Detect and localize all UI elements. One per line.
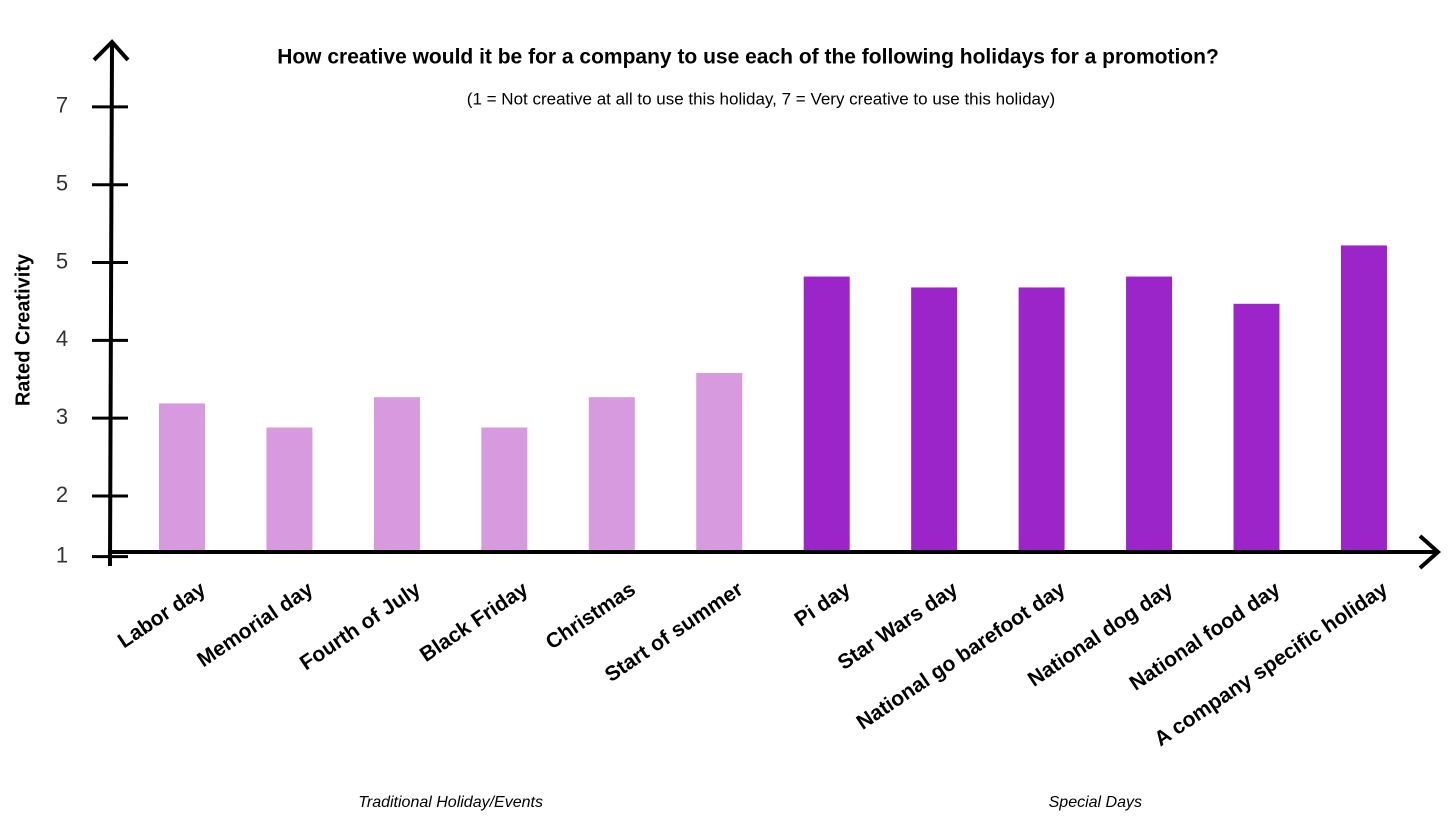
bar	[1018, 287, 1065, 550]
legend-label: Traditional Holiday/Events	[358, 794, 543, 811]
chart-subtitle: (1 = Not creative at all to use this hol…	[467, 89, 1055, 108]
y-tick-label: 1	[56, 542, 68, 567]
x-tick-label: National go barefoot day	[853, 577, 1070, 734]
y-tick-label: 3	[56, 404, 68, 429]
bar	[266, 427, 313, 550]
bar	[696, 373, 743, 550]
bar	[159, 403, 205, 550]
y-tick-label: 5	[56, 248, 68, 273]
x-tick-label: Black Friday	[416, 578, 533, 667]
bar	[373, 397, 420, 550]
chart-title: How creative would it be for a company t…	[277, 46, 1219, 69]
y-tick-label: 4	[56, 326, 68, 351]
y-tick-label: 2	[56, 482, 68, 507]
legend-label: Special Days	[1049, 794, 1142, 811]
bar	[1233, 303, 1280, 550]
y-tick-label: 7	[56, 93, 68, 118]
x-axis	[108, 534, 1442, 570]
y-axis	[92, 39, 130, 567]
x-tick-label: Christmas	[542, 578, 640, 654]
bar	[588, 397, 635, 550]
bar	[911, 287, 958, 550]
x-tick-label: Labor day	[114, 577, 210, 652]
y-tick-label: 5	[56, 171, 68, 196]
bar	[803, 276, 850, 550]
bar	[481, 427, 528, 550]
x-tick-label: Pi day	[790, 578, 854, 632]
x-tick-label: Fourth of July	[296, 578, 425, 676]
bar	[1340, 245, 1387, 550]
bar	[1126, 276, 1173, 550]
y-axis-label: Rated Creativity	[12, 253, 34, 406]
